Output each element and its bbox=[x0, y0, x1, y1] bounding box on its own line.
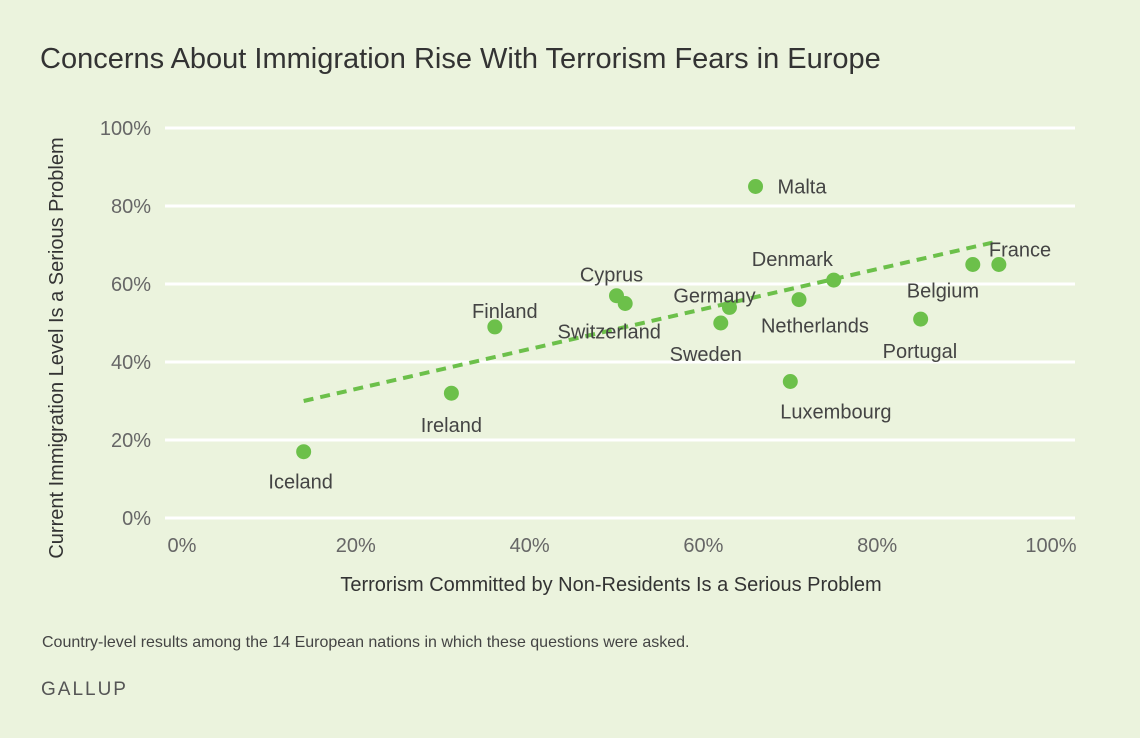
point-label-netherlands: Netherlands bbox=[761, 316, 869, 338]
point-germany bbox=[721, 299, 737, 315]
point-portugal bbox=[913, 311, 929, 327]
point-switzerland bbox=[617, 296, 633, 311]
x-tick-label: 100% bbox=[1025, 535, 1076, 557]
y-tick-label: 0% bbox=[122, 508, 151, 530]
x-tick-label: 40% bbox=[510, 535, 550, 557]
x-tick-label: 60% bbox=[683, 535, 723, 557]
point-label-cyprus: Cyprus bbox=[580, 265, 643, 287]
point-label-germany: Germany bbox=[673, 285, 755, 307]
data-points bbox=[296, 179, 1007, 460]
y-tick-label: 100% bbox=[100, 118, 151, 140]
point-label-portugal: Portugal bbox=[883, 341, 958, 363]
point-sweden bbox=[713, 315, 729, 331]
point-iceland bbox=[296, 444, 312, 460]
point-ireland bbox=[443, 385, 459, 401]
y-tick-label: 20% bbox=[111, 430, 151, 452]
point-label-sweden: Sweden bbox=[670, 344, 742, 366]
point-label-denmark: Denmark bbox=[752, 249, 834, 271]
point-label-ireland: Ireland bbox=[421, 415, 482, 437]
x-tick-label: 20% bbox=[336, 535, 376, 557]
point-label-iceland: Iceland bbox=[268, 472, 333, 494]
point-france bbox=[991, 257, 1007, 272]
x-axis-label: Terrorism Committed by Non-Residents Is … bbox=[340, 574, 881, 596]
point-finland bbox=[487, 319, 503, 335]
point-label-luxembourg: Luxembourg bbox=[780, 402, 891, 424]
point-belgium bbox=[965, 257, 981, 272]
point-label-malta: Malta bbox=[778, 177, 828, 199]
point-malta bbox=[748, 179, 764, 194]
x-axis-ticks: 0% 20% 40% 60% 80% 100% bbox=[168, 535, 1077, 557]
point-label-finland: Finland bbox=[472, 301, 538, 323]
y-tick-label: 80% bbox=[111, 196, 151, 218]
y-tick-label: 40% bbox=[111, 352, 151, 374]
point-luxembourg bbox=[782, 374, 798, 389]
brand-logo-text: GALLUP bbox=[41, 679, 128, 700]
y-axis-label: Current Immigration Level Is a Serious P… bbox=[46, 137, 68, 558]
point-label-belgium: Belgium bbox=[907, 281, 979, 303]
x-tick-label: 80% bbox=[857, 535, 897, 557]
point-denmark bbox=[826, 272, 842, 288]
point-labels: Iceland Ireland Finland Cyprus Switzerland Sw… bbox=[268, 177, 1051, 494]
x-tick-label: 0% bbox=[168, 535, 197, 557]
gridlines bbox=[165, 126, 1075, 520]
chart-title: Concerns About Immigration Rise With Ter… bbox=[40, 43, 881, 75]
y-tick-label: 60% bbox=[111, 274, 151, 296]
point-netherlands bbox=[791, 292, 807, 308]
point-label-switzerland: Switzerland bbox=[557, 322, 660, 344]
footnote: Country-level results among the 14 Europ… bbox=[42, 634, 689, 651]
point-label-france: France bbox=[989, 240, 1051, 262]
y-axis-ticks: 0% 20% 40% 60% 80% 100% bbox=[100, 118, 151, 530]
